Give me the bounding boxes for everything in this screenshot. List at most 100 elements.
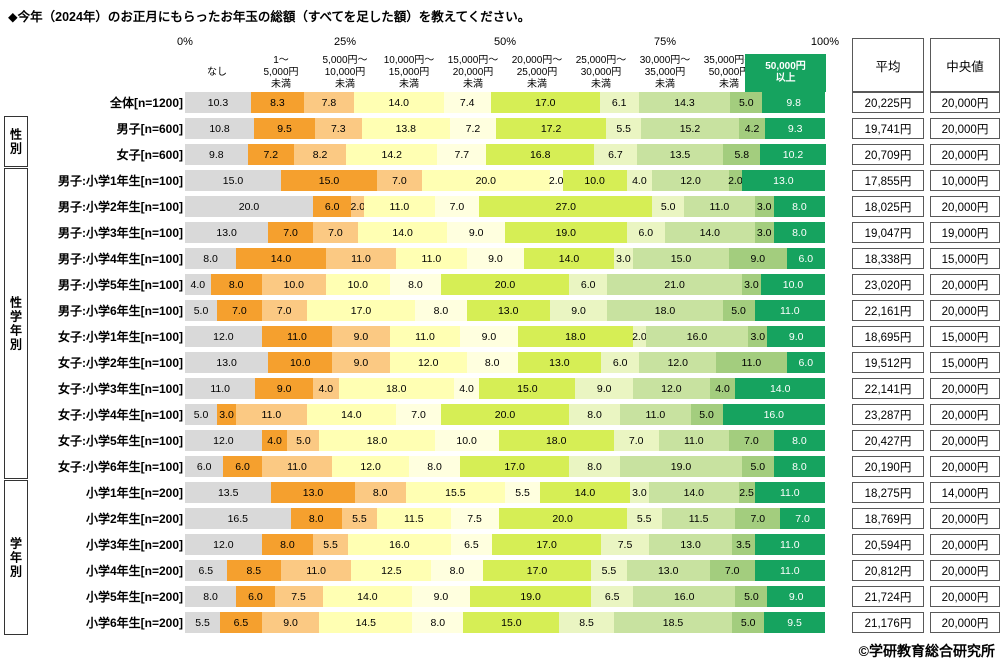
segment-value-label: 14.0 [357, 590, 378, 603]
bar-segment: 8.0 [569, 404, 621, 425]
segment-value-label: 9.8 [786, 96, 801, 109]
bar-segment: 5.5 [606, 118, 642, 139]
bar-segment: 5.8 [723, 144, 761, 165]
bar-segment: 18.0 [319, 430, 435, 451]
bar-row: 15.0 15.0 7.0 20.0 2.0 10.0 4.0 12.0 2.0 13.0 [185, 170, 825, 191]
row-label: 女子:小学5年生[n=100] [57, 434, 183, 448]
bar-segment: 10.8 [185, 118, 255, 139]
segment-value-label: 10.0 [782, 278, 804, 291]
bar-segment: 5.5 [505, 482, 541, 503]
bar-segment: 6.5 [591, 586, 633, 607]
segment-value-label: 15.5 [445, 486, 466, 499]
category-header-line: 未満 [655, 78, 675, 90]
bar-row: 10.3 8.3 7.8 14.0 7.4 17.0 6.1 14.3 5.0 9.8 [185, 92, 825, 113]
segment-value-label: 4.0 [318, 382, 334, 395]
segment-value-label: 7.0 [411, 408, 426, 421]
row-label: 女子:小学2年生[n=100] [57, 356, 183, 370]
segment-value-label: 18.5 [662, 616, 684, 629]
segment-value-label: 5.0 [740, 616, 756, 629]
bar-segment: 13.0 [649, 534, 733, 555]
bar-segment: 13.0 [741, 170, 825, 191]
segment-value-label: 3.0 [756, 200, 772, 213]
segment-value-label: 5.0 [193, 408, 209, 421]
segment-value-label: 9.0 [468, 226, 484, 239]
segment-value-label: 5.5 [195, 616, 210, 629]
segment-value-label: 15.0 [318, 174, 340, 187]
segment-value-label: 13.5 [217, 486, 239, 499]
bar-segment: 12.0 [639, 352, 717, 373]
median-value-cell: 20,000円 [930, 508, 1000, 529]
segment-value-label: 11.0 [351, 252, 371, 265]
segment-value-label: 6.0 [235, 460, 250, 473]
segment-value-label: 15.0 [501, 616, 522, 629]
median-value-cell: 20,000円 [930, 612, 1000, 633]
bar-segment: 6.0 [223, 456, 262, 477]
segment-value-label: 5.0 [660, 200, 676, 213]
bar-segment: 5.0 [730, 92, 763, 113]
segment-value-label: 20.0 [238, 200, 260, 213]
average-value-cell: 18,695円 [852, 326, 924, 347]
average-value-cell: 19,741円 [852, 118, 924, 139]
bar-segment: 4.0 [626, 170, 653, 191]
median-value-cell: 20,000円 [930, 378, 1000, 399]
segment-value-label: 6.0 [248, 590, 263, 603]
segment-value-label: 2.0 [728, 174, 743, 187]
axis-tick-label: 100% [810, 36, 840, 48]
average-value-cell: 21,176円 [852, 612, 924, 633]
segment-value-label: 20.0 [475, 174, 497, 187]
segment-value-label: 9.5 [787, 616, 802, 629]
segment-value-label: 7.0 [276, 304, 292, 317]
bar-segment: 9.0 [332, 352, 390, 373]
segment-value-label: 9.5 [277, 122, 292, 135]
segment-value-label: 9.0 [596, 382, 612, 395]
bar-segment: 12.0 [185, 326, 262, 347]
bar-row: 5.5 6.5 9.0 14.5 8.0 15.0 8.5 18.5 5.0 9.5 [185, 612, 825, 633]
row-label: 小学5年生[n=200] [85, 590, 183, 604]
bar-segment: 3.0 [629, 482, 649, 503]
bar-segment: 5.0 [735, 586, 768, 607]
bar-segment: 9.0 [729, 248, 787, 269]
bar-row: 16.5 8.0 5.5 11.5 7.5 20.0 5.5 11.5 7.0 7.0 [185, 508, 825, 529]
segment-value-label: 3.5 [736, 538, 751, 551]
bar-row: 8.0 14.0 11.0 11.0 9.0 14.0 3.0 15.0 9.0 6.0 [185, 248, 825, 269]
segment-value-label: 3.0 [750, 330, 766, 343]
median-value-cell: 10,000円 [930, 170, 1000, 191]
bar-segment: 12.0 [652, 170, 729, 191]
median-value-cell: 20,000円 [930, 560, 1000, 581]
bar-segment: 12.5 [351, 560, 432, 581]
bar-segment: 18.5 [613, 612, 733, 633]
bar-segment: 14.0 [665, 222, 755, 243]
bar-row: 4.0 8.0 10.0 10.0 8.0 20.0 6.0 21.0 3.0 10.0 [185, 274, 825, 295]
segment-value-label: 7.0 [232, 304, 247, 317]
bar-segment: 3.0 [217, 404, 237, 425]
segment-value-label: 8.0 [449, 564, 465, 577]
bar-segment: 14.0 [524, 248, 614, 269]
segment-value-label: 20.0 [494, 278, 516, 291]
axis-tick-label: 25% [333, 36, 357, 48]
bar-segment: 7.7 [437, 144, 487, 165]
segment-value-label: 2.0 [632, 330, 647, 343]
category-header-line: 未満 [719, 78, 739, 90]
bar-segment: 14.0 [649, 482, 739, 503]
bar-segment: 10.0 [261, 274, 326, 295]
segment-value-label: 14.0 [270, 252, 292, 265]
segment-value-label: 17.0 [535, 96, 556, 109]
bar-segment: 8.0 [210, 274, 262, 295]
bar-segment: 5.0 [732, 612, 765, 633]
segment-value-label: 7.0 [328, 226, 343, 239]
average-value-cell: 22,141円 [852, 378, 924, 399]
segment-value-label: 12.0 [661, 382, 682, 395]
segment-value-label: 6.0 [196, 460, 212, 473]
bar-segment: 9.5 [764, 612, 825, 633]
segment-value-label: 15.0 [517, 382, 538, 395]
bar-row: 5.0 3.0 11.0 14.0 7.0 20.0 8.0 11.0 5.0 16.0 [185, 404, 825, 425]
segment-value-label: 14.5 [355, 616, 376, 629]
bar-segment: 20.0 [441, 274, 569, 295]
row-label: 女子:小学4年生[n=100] [57, 408, 183, 422]
segment-value-label: 14.2 [381, 148, 402, 161]
row-label: 小学1年生[n=200] [85, 486, 183, 500]
bar-segment: 7.0 [377, 170, 422, 191]
segment-value-label: 11.0 [709, 200, 730, 213]
row-label: 男子[n=600] [116, 122, 183, 136]
segment-value-label: 7.5 [617, 538, 633, 551]
